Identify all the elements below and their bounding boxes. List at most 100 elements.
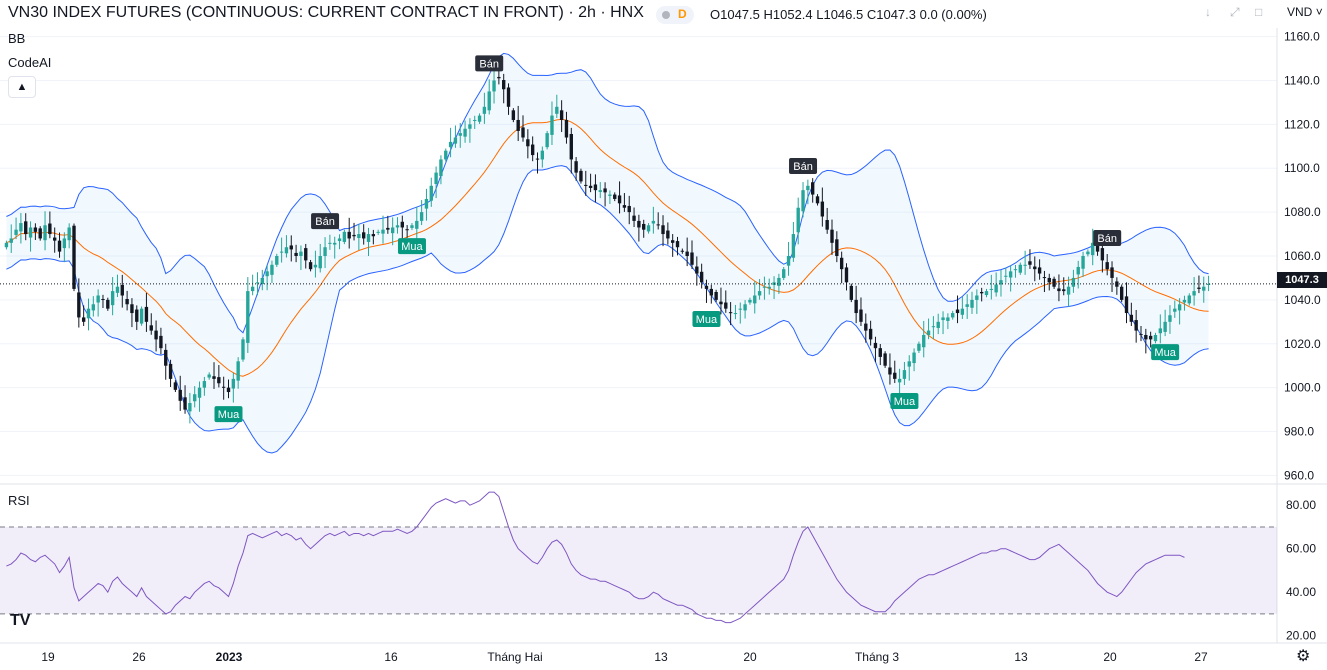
candle-body: [236, 361, 240, 381]
time-axis-label: 16: [384, 650, 398, 664]
candle-body: [917, 343, 921, 351]
sell-signal-label: Bán: [479, 58, 499, 70]
candle-body: [830, 229, 834, 243]
sell-signal-marker[interactable]: [475, 55, 504, 72]
price-axis-label: 1140.0: [1284, 73, 1320, 87]
candle-body: [868, 328, 873, 340]
candle-body: [786, 256, 791, 266]
gear-icon[interactable]: ⚙: [1296, 648, 1311, 665]
tradingview-logo-icon[interactable]: TV: [10, 612, 31, 629]
candle-body: [275, 256, 279, 265]
candle-body: [951, 313, 955, 318]
sell-signal-marker[interactable]: [311, 213, 340, 230]
candle-body: [777, 277, 781, 286]
bb-upper-band: [6, 52, 1209, 334]
candle-body: [540, 150, 545, 160]
candle-body: [762, 286, 767, 288]
candle-body: [883, 353, 887, 366]
buy-signal-marker[interactable]: [890, 393, 919, 410]
maximize-icon[interactable]: ⤢: [1230, 5, 1240, 19]
buy-signal-marker[interactable]: [397, 238, 426, 255]
candle-body: [135, 309, 139, 322]
candle-body: [680, 250, 685, 252]
candle-body: [1158, 328, 1162, 334]
candle-body: [72, 225, 76, 289]
price-axis-label: 1080.0: [1284, 205, 1321, 219]
arrow-down-icon[interactable]: ↓: [1205, 5, 1211, 19]
bb-lower-band: [6, 165, 1209, 454]
candle-body: [1129, 314, 1134, 322]
candle-body: [815, 196, 820, 204]
price-axis-label: 960.0: [1284, 468, 1314, 482]
rsi-indicator-label[interactable]: RSI: [8, 493, 30, 508]
candle-body: [835, 239, 839, 256]
buy-signal-label: Mua: [1154, 347, 1176, 359]
symbol-title[interactable]: VN30 INDEX FUTURES (CONTINUOUS: CURRENT …: [8, 4, 644, 21]
time-axis-label: Tháng Hai: [487, 650, 542, 664]
candle-body: [801, 190, 805, 212]
candle-body: [429, 185, 433, 201]
rsi-axis-label: 80.00: [1286, 498, 1316, 512]
price-axis-label: 1060.0: [1284, 249, 1321, 263]
time-axis-label: 26: [132, 650, 146, 664]
candle-body: [81, 317, 86, 322]
candle-body: [526, 139, 530, 147]
candle-body: [434, 172, 438, 185]
candle-body: [1202, 286, 1206, 291]
candle-body: [265, 271, 269, 277]
price-axis-label: 1120.0: [1284, 117, 1320, 131]
candle-body: [333, 242, 337, 245]
time-axis-label: 13: [1014, 650, 1028, 664]
bb-indicator-label[interactable]: BB: [8, 31, 26, 46]
sell-signal-marker[interactable]: [1093, 230, 1122, 247]
candle-body: [62, 238, 67, 249]
price-axis-label: 1160.0: [1284, 30, 1320, 44]
candle-body: [1091, 242, 1095, 256]
candle-body: [328, 242, 332, 244]
candle-body: [926, 330, 931, 335]
candle-body: [270, 264, 274, 275]
candle-body: [724, 302, 728, 309]
collapse-indicators-button[interactable]: ▲: [8, 76, 36, 98]
candle-body: [357, 234, 361, 239]
candle-body: [984, 291, 989, 296]
candle-body: [1105, 262, 1109, 270]
codeai-indicator-label[interactable]: CodeAI: [8, 55, 52, 70]
rsi-line: [6, 491, 1185, 624]
restore-pane-icon[interactable]: □: [1255, 5, 1263, 19]
candle-body: [738, 308, 742, 310]
buy-signal-label: Mua: [401, 241, 423, 253]
candle-body: [410, 225, 414, 228]
candle-body: [9, 238, 13, 243]
candle-body: [197, 387, 202, 398]
candle-body: [1187, 295, 1191, 304]
candle-body: [695, 266, 699, 274]
sell-signal-marker[interactable]: [789, 158, 818, 175]
candle-body: [1148, 335, 1153, 340]
candle-body: [757, 291, 762, 296]
candle-body: [304, 248, 308, 261]
candle-body: [1018, 264, 1022, 273]
currency-selector[interactable]: VND ˅: [1287, 5, 1323, 19]
time-axis-label: 27: [1194, 650, 1208, 664]
candle-body: [902, 370, 907, 379]
buy-signal-marker[interactable]: [1151, 344, 1180, 361]
candle-body: [666, 230, 670, 239]
rsi-axis-label: 40.00: [1286, 585, 1316, 599]
buy-signal-marker[interactable]: [692, 310, 721, 327]
candle-body: [168, 363, 173, 379]
candle-body: [728, 312, 733, 314]
buy-signal-marker[interactable]: [214, 406, 243, 423]
candle-body: [955, 309, 960, 314]
candle-body: [1177, 304, 1182, 311]
market-status-badge[interactable]: D: [656, 6, 694, 24]
candle-body: [424, 198, 429, 209]
candle-body: [714, 291, 718, 300]
candle-body: [767, 286, 771, 289]
candle-body: [101, 299, 105, 301]
candle-body: [19, 223, 23, 232]
candle-body: [1134, 320, 1138, 331]
price-axis-label: 980.0: [1284, 425, 1314, 439]
candle-body: [284, 247, 289, 254]
